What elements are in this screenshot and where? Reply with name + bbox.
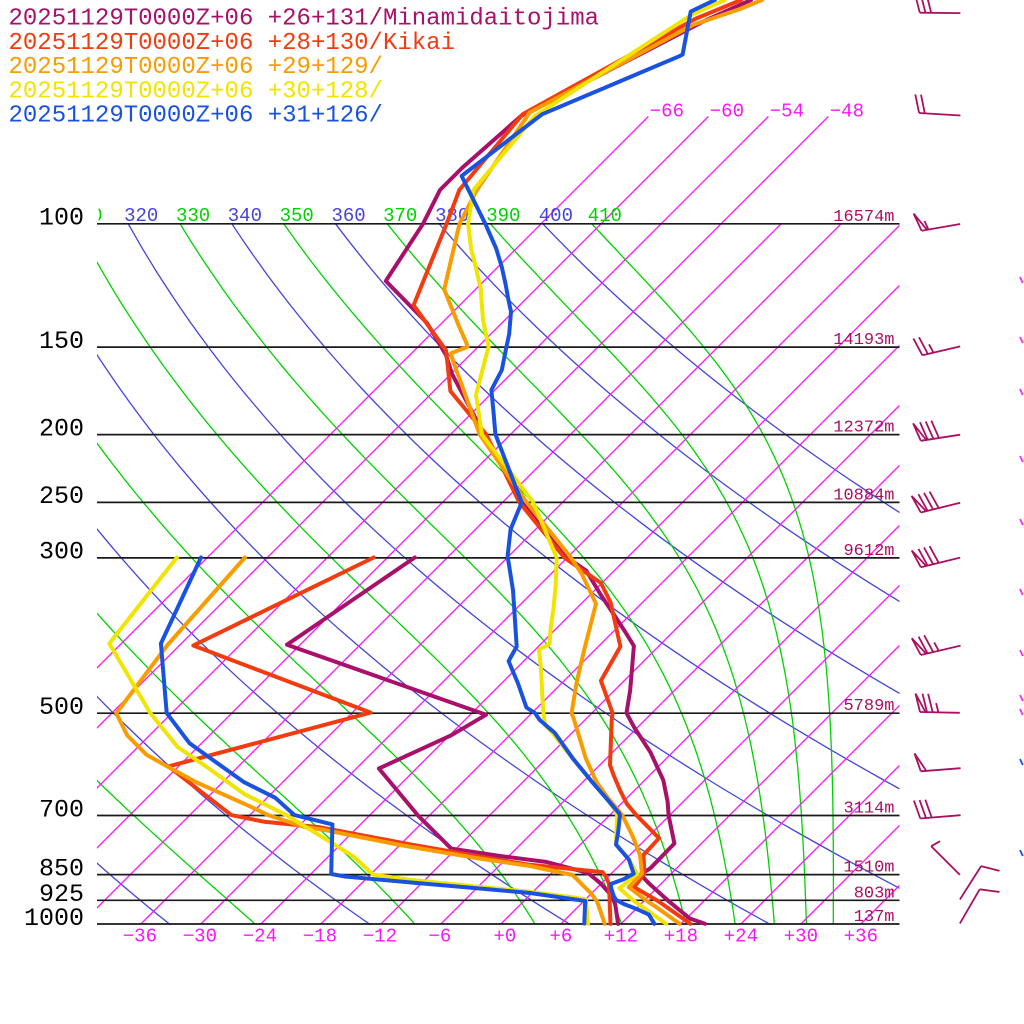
svg-text:−60: −60 xyxy=(710,101,744,123)
svg-text:137m: 137m xyxy=(854,908,895,927)
svg-text:1000: 1000 xyxy=(24,904,84,933)
svg-text:−12: −12 xyxy=(363,926,397,948)
svg-text:+18: +18 xyxy=(664,926,698,948)
svg-text:330: 330 xyxy=(176,205,210,227)
svg-text:5789m: 5789m xyxy=(843,697,894,716)
svg-text:−30: −30 xyxy=(183,926,217,948)
svg-text:360: 360 xyxy=(331,205,365,227)
svg-text:20251129T0000Z+06 +31+126/: 20251129T0000Z+06 +31+126/ xyxy=(9,103,383,130)
svg-text:370: 370 xyxy=(383,205,417,227)
svg-text:14193m: 14193m xyxy=(833,331,894,350)
svg-text:250: 250 xyxy=(39,482,84,511)
svg-text:700: 700 xyxy=(39,795,84,824)
svg-text:−54: −54 xyxy=(770,101,804,123)
svg-text:350: 350 xyxy=(280,205,314,227)
svg-text:+0: +0 xyxy=(493,926,516,948)
svg-text:+12: +12 xyxy=(604,926,638,948)
svg-text:20251129T0000Z+06 +28+130/Kika: 20251129T0000Z+06 +28+130/Kikai xyxy=(9,30,455,57)
svg-text:100: 100 xyxy=(39,204,84,233)
svg-text:300: 300 xyxy=(39,538,84,567)
svg-text:−66: −66 xyxy=(650,101,684,123)
svg-text:+6: +6 xyxy=(549,926,572,948)
svg-text:20251129T0000Z+06 +29+129/: 20251129T0000Z+06 +29+129/ xyxy=(9,54,383,81)
svg-text:−48: −48 xyxy=(830,101,864,123)
svg-text:803m: 803m xyxy=(854,884,895,903)
svg-text:500: 500 xyxy=(39,693,84,722)
svg-text:340: 340 xyxy=(228,205,262,227)
svg-text:320: 320 xyxy=(124,205,158,227)
svg-text:20251129T0000Z+06 +26+131/Mina: 20251129T0000Z+06 +26+131/Minamidaitojim… xyxy=(9,6,600,33)
svg-text:9612m: 9612m xyxy=(843,542,894,561)
svg-text:−36: −36 xyxy=(123,926,157,948)
svg-text:410: 410 xyxy=(588,205,622,227)
svg-text:−18: −18 xyxy=(303,926,337,948)
svg-text:+36: +36 xyxy=(844,926,878,948)
svg-text:850: 850 xyxy=(39,854,84,883)
svg-text:1510m: 1510m xyxy=(843,859,894,878)
svg-text:10884m: 10884m xyxy=(833,486,894,505)
svg-text:16574m: 16574m xyxy=(833,208,894,227)
svg-text:−6: −6 xyxy=(428,926,451,948)
svg-text:200: 200 xyxy=(39,414,84,443)
svg-text:925: 925 xyxy=(39,880,84,909)
svg-text:310: 310 xyxy=(68,205,102,227)
svg-text:+24: +24 xyxy=(724,926,758,948)
svg-text:150: 150 xyxy=(39,327,84,356)
svg-text:20251129T0000Z+06 +30+128/: 20251129T0000Z+06 +30+128/ xyxy=(9,78,383,105)
svg-text:+30: +30 xyxy=(784,926,818,948)
svg-text:400: 400 xyxy=(539,205,573,227)
svg-text:3114m: 3114m xyxy=(843,800,894,819)
svg-text:390: 390 xyxy=(486,205,520,227)
svg-text:−24: −24 xyxy=(243,926,277,948)
svg-text:12372m: 12372m xyxy=(833,419,894,438)
